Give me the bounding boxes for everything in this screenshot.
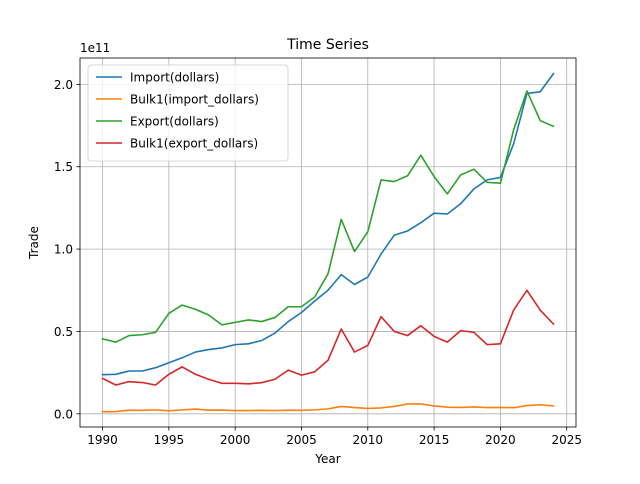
x-tick-label: 1995: [154, 433, 185, 447]
legend-label: Export(dollars): [130, 115, 219, 129]
legend-label: Bulk1(import_dollars): [130, 93, 259, 107]
x-tick-label: 2015: [419, 433, 450, 447]
series-line-0: [101, 72, 555, 376]
series-line-2: [101, 90, 555, 343]
legend: Import(dollars) Bulk1(import_dollars) Expo…: [87, 64, 289, 162]
legend-label: Bulk1(export_dollars): [130, 137, 258, 151]
x-tick-label: 2025: [551, 433, 582, 447]
chart-title: Time Series: [286, 37, 369, 53]
y-tick-label: 0.0: [54, 407, 73, 421]
series-layer: [101, 72, 555, 413]
y-tick-label: 0.5: [54, 325, 73, 339]
y-tick-label: 1.5: [54, 160, 73, 174]
y-axis-multiplier: 1e11: [80, 41, 110, 55]
x-axis-label: Year: [314, 452, 340, 466]
x-tick-label: 1990: [87, 433, 118, 447]
plot-frame: [79, 57, 577, 428]
x-tick-label: 2000: [220, 433, 251, 447]
x-tick-label: 2005: [286, 433, 317, 447]
series-line-3: [101, 289, 555, 386]
y-axis-label: Trade: [27, 226, 41, 260]
series-line-1: [101, 403, 555, 413]
x-tick-label: 2010: [353, 433, 384, 447]
y-tick-label: 1.0: [54, 243, 73, 257]
x-tick-label: 2020: [485, 433, 516, 447]
y-tick-label: 2.0: [54, 78, 73, 92]
ticks-layer: 1990 1995 2000 2005 2010 2015 2020 2025 0.0 0.5 1.…: [54, 78, 582, 447]
legend-box: [87, 64, 289, 162]
legend-label: Import(dollars): [130, 71, 219, 85]
